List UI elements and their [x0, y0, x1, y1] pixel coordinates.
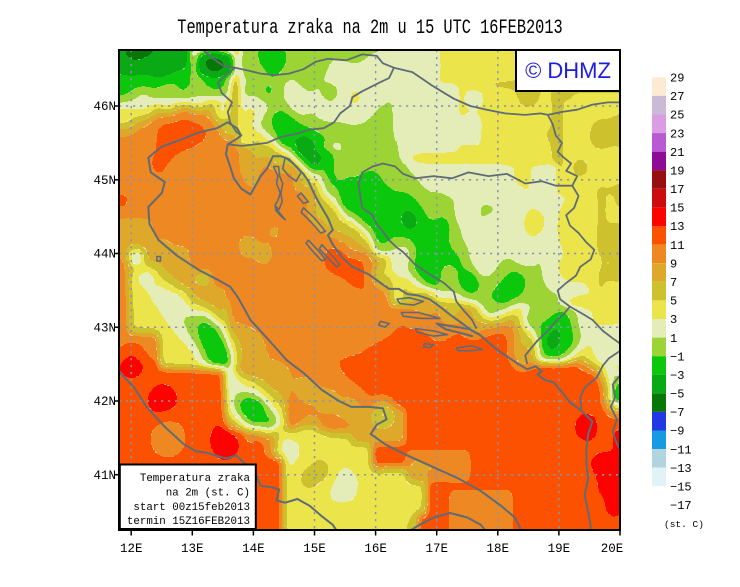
svg-text:41N: 41N: [93, 469, 116, 483]
svg-text:46N: 46N: [93, 100, 116, 114]
svg-text:25: 25: [670, 109, 684, 123]
svg-text:Temperatura zraka: Temperatura zraka: [140, 473, 251, 485]
svg-text:−5: −5: [670, 388, 684, 402]
svg-text:5: 5: [670, 295, 677, 309]
svg-text:© DHMZ: © DHMZ: [525, 58, 611, 83]
svg-text:29: 29: [670, 72, 684, 86]
svg-text:−9: −9: [670, 425, 684, 439]
svg-text:−7: −7: [670, 406, 684, 420]
svg-text:Temperatura zraka na 2m u 15 U: Temperatura zraka na 2m u 15 UTC 16FEB20…: [177, 17, 562, 39]
svg-text:9: 9: [670, 257, 677, 271]
svg-text:42N: 42N: [93, 395, 116, 409]
svg-text:21: 21: [670, 146, 684, 160]
svg-text:−11: −11: [670, 443, 692, 457]
svg-text:45N: 45N: [93, 174, 116, 188]
svg-text:11: 11: [670, 239, 684, 253]
svg-text:13E: 13E: [181, 542, 204, 556]
svg-text:na 2m (st. C): na 2m (st. C): [166, 488, 250, 500]
svg-text:19E: 19E: [548, 542, 571, 556]
svg-text:13: 13: [670, 220, 684, 234]
svg-text:start 00z15feb2013: start 00z15feb2013: [133, 502, 250, 514]
svg-text:15: 15: [670, 202, 684, 216]
svg-text:−3: −3: [670, 369, 684, 383]
svg-text:20E: 20E: [601, 542, 624, 556]
svg-text:14E: 14E: [242, 542, 265, 556]
svg-text:−17: −17: [670, 499, 692, 513]
svg-text:17E: 17E: [425, 542, 448, 556]
svg-text:44N: 44N: [93, 248, 116, 262]
svg-text:43N: 43N: [93, 321, 116, 335]
svg-text:23: 23: [670, 127, 684, 141]
svg-text:−13: −13: [670, 462, 692, 476]
svg-text:(st. C): (st. C): [664, 519, 704, 530]
svg-text:−15: −15: [670, 481, 692, 495]
svg-text:3: 3: [670, 313, 677, 327]
svg-text:−1: −1: [670, 350, 684, 364]
svg-text:16E: 16E: [364, 542, 387, 556]
svg-text:17: 17: [670, 183, 684, 197]
svg-text:12E: 12E: [120, 542, 143, 556]
svg-text:7: 7: [670, 276, 677, 290]
svg-text:19: 19: [670, 164, 684, 178]
svg-text:27: 27: [670, 90, 684, 104]
svg-text:15E: 15E: [303, 542, 326, 556]
svg-text:18E: 18E: [487, 542, 510, 556]
svg-text:termin 15Z16FEB2013: termin 15Z16FEB2013: [127, 516, 250, 528]
svg-text:1: 1: [670, 332, 677, 346]
